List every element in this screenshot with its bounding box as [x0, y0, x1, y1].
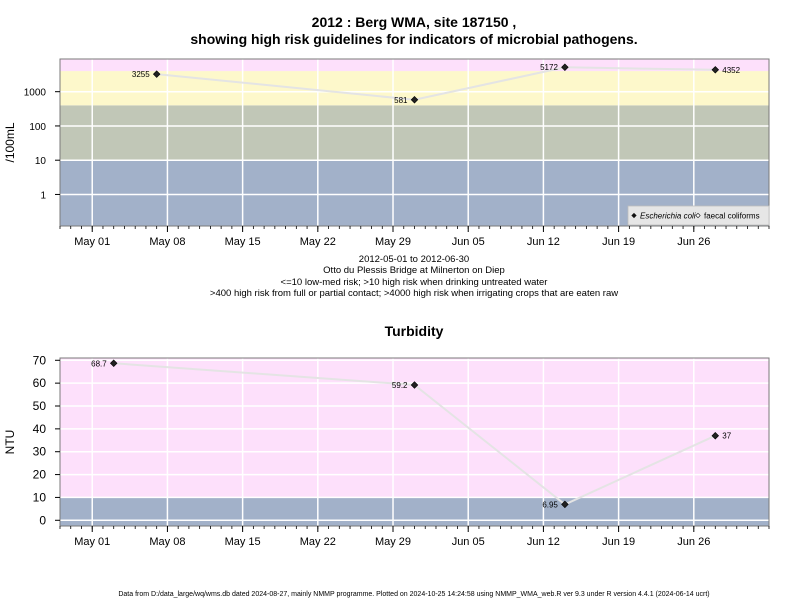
data-point: [711, 431, 720, 440]
x-tick-label: May 29: [375, 236, 411, 248]
guideline-band: [60, 497, 769, 526]
y-tick-label: 0: [39, 513, 46, 527]
microbial-panel: May 01 May 08 May 15 May 22 May 29 Jun 05 Jun …: [3, 58, 770, 248]
y-tick-label: 50: [33, 399, 47, 413]
footer-credit: Data from D:/data_large/wq/wms.db dated …: [118, 591, 709, 598]
legend-label: faecal coliforms: [704, 212, 760, 221]
note-site: Otto du Plessis Bridge at Milnerton on D…: [323, 265, 505, 276]
x-tick-label: May 22: [300, 536, 336, 548]
x-tick-label: May 15: [225, 236, 261, 248]
y-tick-label: 70: [33, 353, 47, 367]
note-contact-risk: >400 high risk from full or partial cont…: [210, 288, 618, 299]
y-tick-label: 30: [33, 445, 47, 459]
turbidity-panel: May 01 May 08 May 15 May 22 May 29 Jun 05 Jun …: [3, 353, 770, 548]
x-tick-label: Jun 05: [452, 236, 485, 248]
data-label: 581: [394, 96, 408, 105]
series-line: [113, 362, 716, 506]
data-point: [109, 359, 118, 367]
y-axis-label: NTU: [3, 430, 17, 455]
note-date-range: 2012-05-01 to 2012-06-30: [359, 254, 469, 265]
y-tick-label: 60: [33, 376, 47, 390]
x-tick-label: May 01: [74, 536, 110, 548]
x-tick-label: Jun 26: [677, 536, 710, 548]
x-tick-label: May 22: [300, 236, 336, 248]
series-line: [156, 66, 716, 101]
y-tick-label: 40: [33, 422, 47, 436]
y-tick-label: 100: [29, 122, 46, 133]
legend-marker: [695, 212, 701, 219]
data-point: [410, 96, 419, 104]
x-tick-label: Jun 19: [602, 536, 635, 548]
x-tick-label: Jun 26: [677, 236, 710, 248]
x-tick-label: May 15: [225, 536, 261, 548]
data-point: [711, 66, 720, 74]
y-tick-label: 20: [33, 468, 47, 482]
guideline-band: [60, 105, 769, 161]
x-tick-label: May 08: [149, 236, 185, 248]
chart-title-line2: showing high risk guidelines for indicat…: [190, 31, 637, 47]
data-point: [152, 70, 161, 78]
guideline-band: [60, 358, 769, 498]
x-tick-label: May 08: [149, 536, 185, 548]
x-tick-label: May 01: [74, 236, 110, 248]
data-label: 59.2: [392, 381, 408, 390]
data-label: 37: [722, 432, 731, 441]
data-label: 68.7: [91, 359, 107, 368]
data-label: 3255: [132, 70, 150, 79]
y-tick-label: 10: [35, 156, 47, 167]
legend-marker: [631, 212, 637, 219]
data-point: [410, 381, 419, 389]
legend-label: Escherichia coli: [640, 212, 696, 221]
data-label: 6.95: [542, 500, 558, 509]
data-label: 5172: [540, 63, 558, 72]
data-point: [561, 63, 569, 71]
y-tick-label: 10: [33, 490, 47, 504]
y-axis-label: /100mL: [3, 122, 17, 162]
x-tick-label: Jun 19: [602, 236, 635, 248]
note-drinking-risk: <=10 low-med risk; >10 high risk when dr…: [281, 277, 548, 288]
data-label: 4352: [722, 66, 740, 75]
x-tick-label: Jun 12: [527, 536, 560, 548]
y-tick-label: 1: [40, 190, 46, 201]
chart-title-line1: 2012 : Berg WMA, site 187150 ,: [312, 14, 517, 30]
x-tick-label: Jun 12: [527, 236, 560, 248]
y-tick-label: 1000: [24, 88, 47, 99]
data-point: [561, 500, 569, 509]
turbidity-title: Turbidity: [385, 323, 444, 339]
x-tick-label: Jun 05: [452, 536, 485, 548]
x-tick-label: May 29: [375, 536, 411, 548]
